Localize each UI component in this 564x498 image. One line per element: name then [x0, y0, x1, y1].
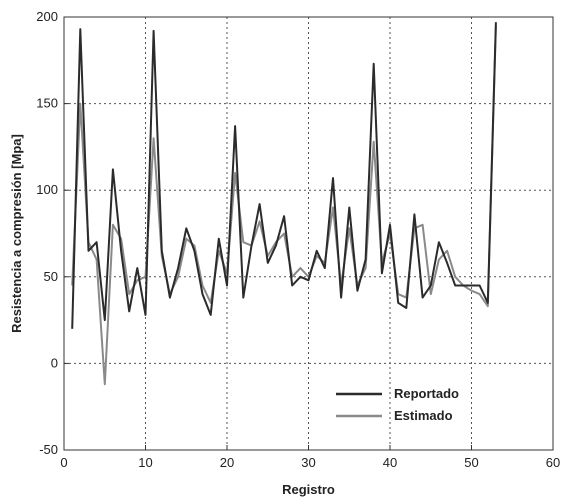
x-tick-label: 60	[546, 455, 560, 470]
x-axis-label: Registro	[282, 482, 335, 497]
x-tick-label: 20	[220, 455, 234, 470]
series-line-estimado	[71, 25, 497, 386]
x-tick-label: 50	[464, 455, 478, 470]
y-tick-label: 0	[51, 355, 58, 370]
x-tick-label: 10	[138, 455, 152, 470]
series-lines	[71, 22, 497, 386]
y-tick-label: 50	[44, 269, 58, 284]
x-tick-label: 0	[60, 455, 67, 470]
series-line-reportado	[71, 22, 497, 329]
y-tick-label: 150	[36, 96, 58, 111]
y-tick-label: 200	[36, 9, 58, 24]
x-tick-label: 30	[301, 455, 315, 470]
legend-label-reportado: Reportado	[394, 386, 459, 401]
y-tick-label: -50	[39, 442, 58, 457]
legend-label-estimado: Estimado	[394, 408, 453, 423]
y-axis-label: Resistencia a compresión [Mpa]	[9, 134, 24, 333]
grid	[64, 17, 553, 450]
legend: Reportado Estimado	[336, 386, 459, 423]
x-tick-label: 40	[383, 455, 397, 470]
y-tick-label: 100	[36, 182, 58, 197]
